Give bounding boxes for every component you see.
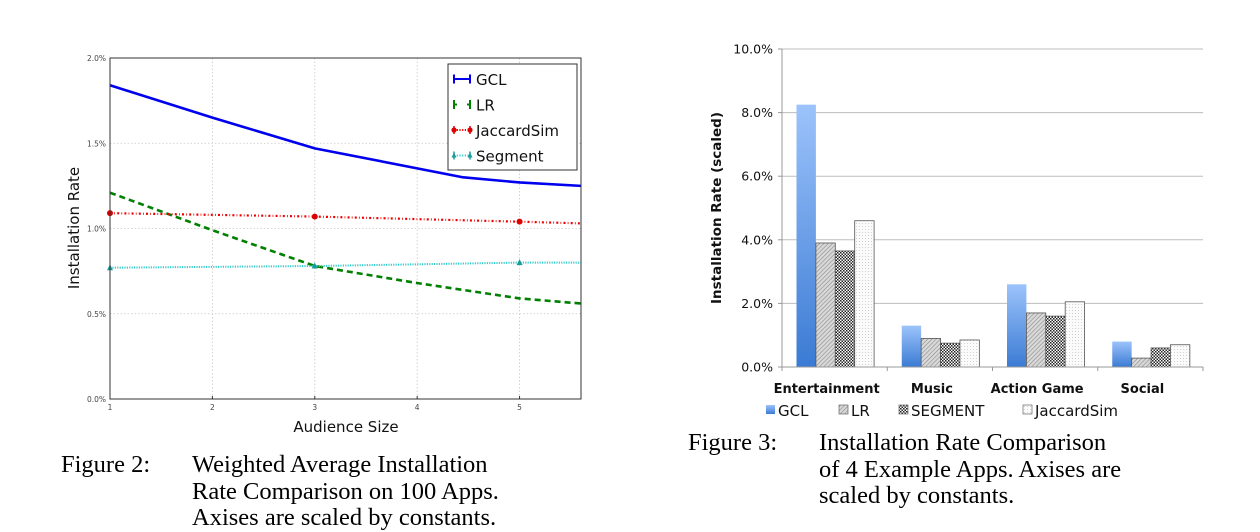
data-point-jaccardsim bbox=[516, 218, 523, 225]
y-tick-label: 8.0% bbox=[741, 105, 773, 120]
series-line-segment bbox=[110, 261, 581, 269]
axes bbox=[778, 48, 1204, 371]
y-axis-label: Installation Rate bbox=[65, 167, 83, 289]
plot-frame bbox=[109, 57, 582, 400]
y-tick-label: 2.0% bbox=[87, 54, 106, 63]
category-label: Action Game bbox=[991, 382, 1084, 397]
legend-label-gcl: GCL bbox=[476, 71, 507, 89]
line-chart-audience-size: 0.0% 0.5% 1.0% 1.5% 2.0% 1 2 3 4 5 Audience Size… bbox=[65, 54, 582, 436]
bar-gcl-action-game bbox=[1007, 284, 1027, 367]
bar-chart-example-apps: 0.0% 2.0% 4.0% 6.0% 8.0% 10.0% Entertainment M… bbox=[709, 42, 1204, 420]
y-tick-label: 1.5% bbox=[87, 139, 106, 148]
category-label: Social bbox=[1121, 382, 1165, 397]
series-line-jaccardsim bbox=[110, 212, 581, 225]
category-label: Music bbox=[911, 382, 953, 397]
data-point-segment bbox=[311, 262, 318, 269]
y-tick-label: 4.0% bbox=[741, 232, 773, 247]
legend-label-segment: Segment bbox=[476, 148, 544, 166]
legend-swatch-lr bbox=[838, 404, 849, 415]
y-tick-label: 6.0% bbox=[741, 169, 773, 184]
x-tick-label: 3 bbox=[312, 403, 317, 412]
legend-label-segment: SEGMENT bbox=[911, 402, 985, 420]
series-line-gcl bbox=[110, 84, 581, 188]
bar-lr-action-game bbox=[1025, 312, 1047, 368]
bar-lr-entertainment bbox=[815, 242, 836, 368]
data-point-jaccardsim bbox=[311, 213, 318, 220]
x-tick-labels: 1 2 3 4 5 bbox=[108, 403, 523, 412]
bar-gcl-social bbox=[1112, 341, 1132, 367]
legend-label-jaccardsim: JaccardSim bbox=[475, 122, 559, 140]
y-tick-label: 0.0% bbox=[741, 360, 773, 375]
bar-jaccardsim-entertainment bbox=[854, 220, 875, 368]
legend: GCL LR JaccardSim Segment bbox=[447, 63, 578, 171]
y-tick-label: 2.0% bbox=[741, 296, 773, 311]
bar-segment-entertainment bbox=[834, 250, 856, 368]
legend: GCL LR SEGMENT JaccardSim bbox=[766, 402, 1118, 420]
bar-jaccardsim-music bbox=[959, 339, 980, 368]
legend-label-gcl: GCL bbox=[778, 402, 809, 420]
bar-segment-music bbox=[940, 342, 961, 368]
y-tick-label: 1.0% bbox=[87, 225, 106, 234]
series-lines bbox=[110, 84, 581, 305]
data-point-segment bbox=[516, 259, 523, 266]
category-labels: Entertainment Music Action Game Social bbox=[774, 382, 1165, 397]
series-line-lr bbox=[110, 191, 581, 305]
caption-line: Installation Rate Comparison bbox=[819, 429, 1107, 456]
y-tick-labels: 0.0% 0.5% 1.0% 1.5% 2.0% bbox=[87, 54, 521, 404]
y-tick-labels: 0.0% 2.0% 4.0% 6.0% 8.0% 10.0% bbox=[733, 42, 773, 375]
caption-label: Figure 3: bbox=[688, 429, 778, 456]
bar-segment-action-game bbox=[1045, 315, 1066, 368]
legend-label-lr: LR bbox=[476, 97, 495, 115]
y-tick-label: 0.0% bbox=[87, 395, 106, 404]
caption-line: scaled by constants. bbox=[819, 482, 1015, 509]
x-tick-label: 2 bbox=[210, 403, 215, 412]
legend-swatch-segment bbox=[898, 404, 909, 415]
bar-gcl-entertainment bbox=[796, 104, 816, 368]
legend-label-jaccardsim: JaccardSim bbox=[1034, 402, 1118, 420]
x-axis-label: Audience Size bbox=[293, 418, 398, 436]
x-tick-label: 1 bbox=[108, 403, 113, 412]
y-tick-label: 0.5% bbox=[87, 310, 106, 319]
bar-lr-music bbox=[920, 337, 941, 368]
bar-lr-social bbox=[1131, 357, 1152, 368]
y-tick-label: 10.0% bbox=[733, 42, 773, 57]
x-tick-label: 4 bbox=[415, 403, 420, 412]
caption-line: Rate Comparison on 100 Apps. bbox=[192, 477, 499, 505]
caption-line: Weighted Average Installation bbox=[192, 451, 488, 478]
caption-line: Axises are scaled by constants. bbox=[192, 504, 497, 531]
x-tick-label: 5 bbox=[517, 403, 522, 412]
caption-label: Figure 2: bbox=[61, 451, 151, 478]
caption-line: of 4 Example Apps. Axises are bbox=[819, 455, 1122, 483]
category-label: Entertainment bbox=[774, 382, 880, 397]
bar-gcl-music bbox=[901, 325, 922, 367]
legend-swatch-jaccardsim bbox=[1022, 404, 1033, 415]
bars bbox=[796, 104, 1191, 368]
bar-jaccardsim-social bbox=[1170, 344, 1191, 368]
bar-jaccardsim-action-game bbox=[1064, 301, 1086, 368]
y-axis-label: Installation Rate (scaled) bbox=[709, 112, 725, 304]
legend-label-lr: LR bbox=[851, 402, 870, 420]
bar-segment-social bbox=[1150, 347, 1171, 368]
legend-swatch-gcl bbox=[766, 405, 775, 414]
